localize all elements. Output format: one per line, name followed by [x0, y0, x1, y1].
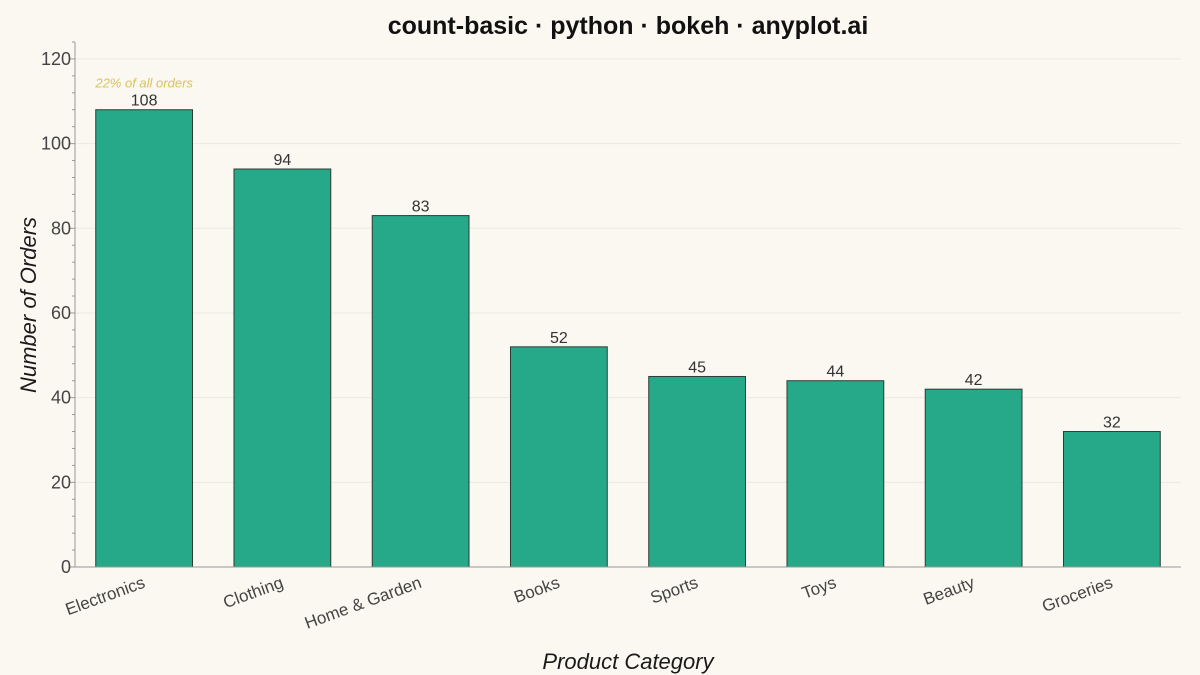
bar-value-label: 45 [688, 359, 706, 376]
x-tick-label: Sports [648, 573, 701, 608]
bar-value-label: 94 [273, 152, 291, 169]
x-tick-label: Electronics [63, 573, 148, 619]
y-tick-label: 120 [41, 49, 71, 69]
annotation-text: 22% of all orders [94, 76, 193, 91]
x-tick-label: Clothing [221, 573, 286, 612]
x-tick-label: Toys [799, 573, 838, 603]
x-tick-label: Beauty [921, 573, 978, 609]
bar-value-label: 42 [965, 372, 983, 389]
y-tick-label: 0 [61, 557, 71, 577]
x-tick-label: Home & Garden [302, 573, 424, 633]
bar-value-label: 83 [412, 199, 430, 216]
x-tick-label: Groceries [1040, 573, 1116, 616]
bar-clothing [233, 168, 332, 568]
bars [95, 109, 1161, 568]
chart-title: count-basic · python · bokeh · anyplot.a… [388, 12, 869, 40]
x-axis-title: Product Category [542, 649, 715, 674]
bar-value-label: 32 [1103, 415, 1121, 432]
bar-groceries [1062, 431, 1161, 568]
x-tick-label: Books [511, 573, 562, 607]
bar-toys [786, 380, 885, 568]
bar-value-label: 108 [131, 93, 158, 110]
bar-value-label: 44 [826, 364, 844, 381]
bar-electronics [95, 109, 194, 568]
y-tick-label: 60 [51, 303, 71, 323]
bar-home-garden [371, 215, 470, 568]
bar-value-label: 52 [550, 330, 568, 347]
data-labels: 108 22% of all orders 94 83 52 45 44 42 32 [94, 76, 1121, 432]
y-tick-label: 100 [41, 134, 71, 154]
bar-sports [648, 375, 747, 568]
y-axis-title: Number of Orders [16, 217, 41, 393]
y-tick-label: 40 [51, 388, 71, 408]
bar-beauty [924, 388, 1023, 568]
y-tick-label: 80 [51, 218, 71, 238]
bar-books [509, 346, 608, 568]
y-tick-label: 20 [51, 472, 71, 492]
